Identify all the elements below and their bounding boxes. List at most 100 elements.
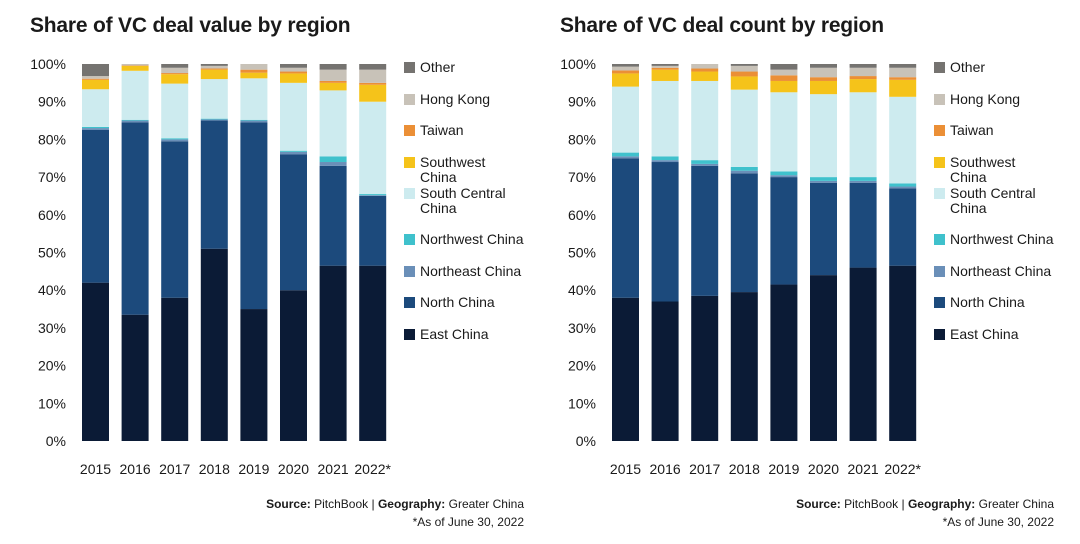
geography-value: Greater China: [978, 497, 1054, 511]
x-tick-label: 2020: [278, 461, 309, 477]
y-tick-label: 80%: [568, 131, 596, 147]
legend-item-taiwan: Taiwan: [404, 123, 525, 138]
bar-segment-south-central-china: [240, 78, 268, 120]
legend-label: North China: [950, 294, 1025, 310]
y-tick-label: 50%: [568, 245, 596, 261]
bar-segment-northeast-china: [730, 170, 758, 174]
legend-swatch: [404, 125, 415, 136]
legend-label: Northeast China: [950, 262, 1052, 279]
bar-segment-northeast-china: [651, 160, 679, 163]
bar-segment-east-china: [612, 297, 639, 441]
bar-segment-taiwan: [359, 82, 387, 85]
y-tick-label: 0%: [576, 433, 596, 449]
bar-segment-south-central-china: [319, 90, 347, 157]
bar-segment-northwest-china: [240, 119, 268, 121]
legend-item-north-china: North China: [934, 295, 1055, 310]
legend-item-east-china: East China: [934, 325, 1055, 342]
bar-segment-other: [770, 64, 798, 70]
x-tick-label: 2015: [80, 461, 111, 477]
bar-segment-south-central-china: [849, 92, 877, 178]
legend-label: East China: [950, 325, 1019, 342]
legend-label: East China: [420, 325, 489, 342]
x-tick-label: 2019: [238, 461, 269, 477]
legend-swatch: [934, 62, 945, 73]
bar-segment-taiwan: [612, 70, 639, 74]
bar-segment-south-central-china: [889, 96, 917, 184]
bar-segment-other: [730, 64, 758, 66]
bar-segment-other: [359, 64, 387, 70]
legend-swatch: [934, 328, 945, 340]
geography-label: Geography:: [907, 497, 976, 511]
source-line: Source: PitchBook | Geography: Greater C…: [796, 495, 1054, 513]
bar-segment-north-china: [280, 154, 307, 291]
source-separator: |: [371, 497, 375, 511]
bar-segment-northeast-china: [319, 162, 347, 166]
bar-segment-northwest-china: [770, 171, 798, 176]
bar-segment-north-china: [161, 141, 189, 298]
x-tick-label: 2021: [318, 461, 349, 477]
bar-segment-north-china: [810, 182, 837, 276]
bar-segment-east-china: [691, 295, 719, 441]
bar-segment-hong-kong: [889, 67, 917, 78]
y-tick-label: 20%: [568, 358, 596, 374]
legend-swatch: [404, 265, 415, 277]
legend-item-north-china: North China: [404, 295, 525, 310]
bar-segment-other: [810, 64, 837, 68]
bar-segment-northwest-china: [359, 194, 387, 196]
bar-segment-southwest-china: [889, 79, 917, 97]
bar-segment-northeast-china: [280, 151, 307, 155]
x-tick-label: 2016: [120, 461, 151, 477]
bar-segment-northeast-china: [810, 180, 837, 183]
y-tick-label: 90%: [38, 94, 66, 110]
bar-segment-northeast-china: [889, 186, 917, 189]
bar-segment-northwest-china: [889, 183, 917, 187]
bar-segment-north-china: [849, 182, 877, 268]
bar-segment-hong-kong: [121, 64, 149, 66]
legend-label: Southwest China: [420, 153, 486, 185]
legend-label: Northwest China: [420, 231, 524, 247]
bar-segment-east-china: [319, 265, 347, 441]
source-note: Source: PitchBook | Geography: Greater C…: [266, 495, 524, 531]
x-tick-label: 2017: [159, 461, 190, 477]
y-tick-label: 90%: [568, 94, 596, 110]
bar-segment-northeast-china: [240, 120, 268, 123]
bar-segment-hong-kong: [161, 67, 189, 74]
bar-segment-northwest-china: [161, 138, 189, 140]
legend-label: Southwest China: [950, 153, 1016, 185]
bar-segment-south-central-china: [730, 89, 758, 167]
y-tick-label: 60%: [568, 207, 596, 223]
bar-segment-hong-kong: [770, 69, 798, 76]
bar-segment-east-china: [200, 248, 228, 441]
legend-label: Other: [950, 59, 986, 75]
bar-segment-south-central-china: [121, 70, 149, 120]
deal-value-chart-panel: Share of VC deal value by region 0% 10% 20…: [0, 0, 530, 544]
bar-segment-southwest-china: [121, 65, 149, 71]
bar-segment-northwest-china: [82, 126, 109, 129]
bar-segment-other: [319, 64, 347, 70]
bar-segment-east-china: [161, 297, 189, 441]
source-value: PitchBook: [314, 497, 369, 511]
bar-segment-northeast-china: [161, 139, 189, 142]
bar-segment-north-china: [691, 165, 719, 296]
legend-label: Taiwan: [420, 122, 464, 138]
bar-segment-south-central-china: [651, 80, 679, 157]
legend-label: North China: [420, 294, 495, 310]
x-tick-label: 2019: [768, 461, 799, 477]
bar-segment-other: [280, 64, 307, 68]
legend-item-northwest-china: Northwest China: [404, 232, 525, 247]
bar-segment-north-china: [651, 162, 679, 302]
bar-segment-taiwan: [691, 68, 719, 72]
bar-segment-north-china: [319, 165, 347, 266]
bar-segment-east-china: [889, 265, 917, 441]
bar-segment-north-china: [200, 120, 228, 249]
bar-segment-hong-kong: [810, 67, 837, 78]
deal-count-chart-panel: Share of VC deal count by region 0% 10% 20…: [530, 0, 1060, 544]
bar-segment-southwest-china: [82, 79, 109, 90]
legend-item-northwest-china: Northwest China: [934, 232, 1055, 247]
bar-segment-east-china: [810, 275, 837, 441]
bar-segment-northwest-china: [651, 156, 679, 161]
x-tick-label: 2020: [808, 461, 839, 477]
y-tick-label: 30%: [568, 320, 596, 336]
chart-title: Share of VC deal value by region: [30, 14, 351, 37]
x-tick-label: 2018: [729, 461, 760, 477]
